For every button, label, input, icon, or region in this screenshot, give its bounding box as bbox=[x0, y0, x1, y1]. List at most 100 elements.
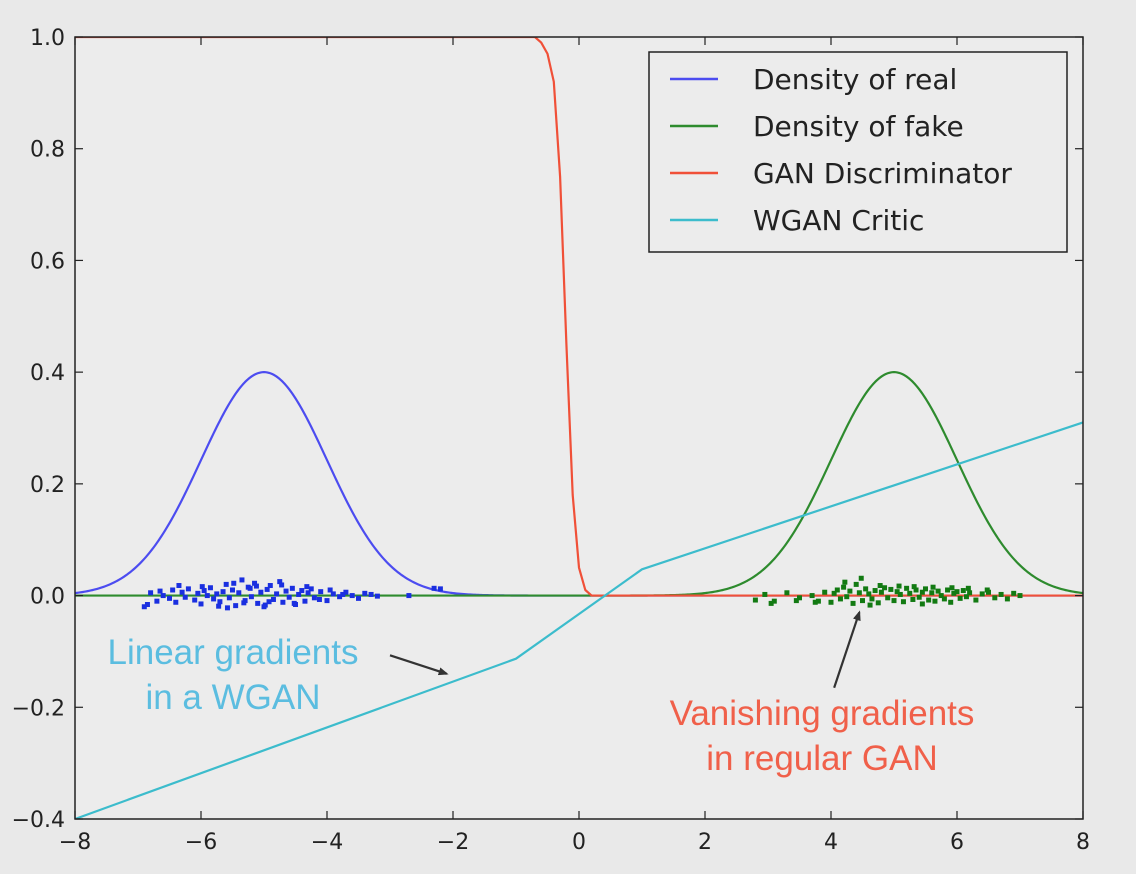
sample-point-fake-samples bbox=[897, 591, 903, 597]
sample-point-fake-samples bbox=[752, 597, 758, 603]
sample-point-real-samples bbox=[211, 596, 217, 602]
sample-point-fake-samples bbox=[957, 595, 963, 601]
sample-point-real-samples bbox=[349, 593, 355, 599]
sample-point-fake-samples bbox=[875, 600, 881, 606]
legend: Density of real Density of fake GAN Discri… bbox=[648, 51, 1068, 253]
sample-point-fake-samples bbox=[837, 596, 843, 602]
sample-point-real-samples bbox=[207, 585, 213, 591]
sample-point-fake-samples bbox=[860, 598, 865, 604]
sample-point-real-samples bbox=[226, 595, 232, 601]
sample-point-real-samples bbox=[176, 583, 182, 589]
sample-point-real-samples bbox=[239, 577, 245, 583]
sample-point-real-samples bbox=[302, 598, 308, 604]
sample-point-real-samples bbox=[406, 593, 412, 599]
sample-point-real-samples bbox=[204, 593, 210, 599]
sample-point-real-samples bbox=[233, 603, 239, 609]
sample-point-real-samples bbox=[248, 594, 254, 600]
sample-point-fake-samples bbox=[842, 579, 848, 585]
x-tick-label: 6 bbox=[950, 830, 964, 855]
legend-label: Density of fake bbox=[753, 110, 964, 143]
sample-point-fake-samples bbox=[926, 597, 932, 603]
sample-point-real-samples bbox=[343, 589, 349, 595]
sample-point-fake-samples bbox=[853, 581, 859, 587]
sample-point-real-samples bbox=[274, 591, 280, 597]
sample-point-fake-samples bbox=[938, 593, 944, 599]
sample-point-real-samples bbox=[199, 584, 205, 590]
legend-label: WGAN Critic bbox=[753, 204, 924, 237]
sample-point-fake-samples bbox=[911, 584, 917, 590]
sample-point-real-samples bbox=[217, 599, 223, 605]
sample-point-real-samples bbox=[173, 599, 179, 605]
sample-point-real-samples bbox=[374, 593, 380, 599]
sample-point-fake-samples bbox=[949, 585, 955, 591]
sample-point-real-samples bbox=[362, 590, 368, 596]
sample-point-real-samples bbox=[195, 590, 201, 596]
sample-point-fake-samples bbox=[863, 586, 869, 592]
series-layer bbox=[75, 37, 1083, 819]
sample-point-real-samples bbox=[266, 599, 272, 605]
sample-point-fake-samples bbox=[878, 589, 884, 595]
sample-point-real-samples bbox=[280, 599, 286, 605]
sample-point-real-samples bbox=[252, 580, 258, 586]
sample-point-real-samples bbox=[179, 589, 185, 595]
x-tick-label: −6 bbox=[185, 830, 217, 855]
sample-point-fake-samples bbox=[891, 598, 897, 604]
sample-point-fake-samples bbox=[869, 596, 875, 602]
sample-point-real-samples bbox=[182, 594, 188, 600]
sample-point-real-samples bbox=[277, 579, 283, 585]
sample-point-real-samples bbox=[296, 591, 302, 597]
x-tick-label: 8 bbox=[1076, 830, 1090, 855]
sample-point-real-samples bbox=[231, 580, 237, 586]
sample-point-real-samples bbox=[330, 591, 336, 597]
sample-point-real-samples bbox=[356, 595, 361, 601]
y-tick-label: 0.8 bbox=[30, 138, 65, 163]
sample-point-fake-samples bbox=[812, 599, 818, 605]
y-tick-label: 0.0 bbox=[30, 585, 65, 610]
sample-point-fake-samples bbox=[762, 591, 768, 597]
sample-point-fake-samples bbox=[894, 589, 900, 595]
sample-point-fake-samples bbox=[967, 590, 973, 596]
sample-point-fake-samples bbox=[1011, 590, 1017, 596]
sample-point-fake-samples bbox=[847, 588, 853, 594]
sample-point-fake-samples bbox=[965, 585, 971, 591]
sample-point-real-samples bbox=[223, 581, 229, 587]
series-line-wgan-critic bbox=[75, 421, 1083, 819]
series-line-density-of-fake bbox=[75, 371, 1083, 597]
sample-point-fake-samples bbox=[963, 594, 969, 600]
sample-point-fake-samples bbox=[919, 589, 925, 595]
sample-point-real-samples bbox=[220, 589, 226, 595]
sample-point-fake-samples bbox=[904, 585, 910, 591]
legend-box bbox=[648, 51, 1068, 253]
sample-point-fake-samples bbox=[941, 596, 947, 602]
sample-point-real-samples bbox=[316, 596, 322, 602]
sample-point-real-samples bbox=[258, 589, 264, 595]
sample-point-real-samples bbox=[337, 594, 343, 600]
sample-point-real-samples bbox=[289, 585, 295, 591]
sample-point-real-samples bbox=[192, 597, 198, 603]
sample-point-real-samples bbox=[368, 591, 374, 597]
sample-point-real-samples bbox=[264, 586, 270, 592]
sample-point-fake-samples bbox=[935, 588, 941, 594]
sample-point-fake-samples bbox=[954, 589, 960, 595]
y-tick-label: −0.4 bbox=[12, 808, 65, 833]
sample-point-real-samples bbox=[167, 595, 172, 601]
sample-point-fake-samples bbox=[973, 597, 979, 603]
annotation-linear-text: Linear gradients bbox=[108, 633, 359, 672]
ticks-layer: −8 −6 −4 −2 0 2 4 6 8 −0.4 −0.2 0.0 0.2 0.4 0.6 0.8 1.0 bbox=[12, 26, 1090, 855]
x-tick-label: 4 bbox=[824, 830, 838, 855]
sample-point-fake-samples bbox=[885, 595, 891, 601]
sample-point-fake-samples bbox=[992, 595, 998, 601]
sample-point-real-samples bbox=[185, 586, 191, 592]
sample-point-real-samples bbox=[255, 600, 261, 606]
y-tick-label: −0.2 bbox=[12, 696, 65, 721]
annotation-vanishing-text: in regular GAN bbox=[706, 739, 937, 778]
annotation-vanishing-arrow bbox=[833, 610, 861, 689]
sample-point-real-samples bbox=[267, 583, 273, 589]
sample-point-real-samples bbox=[324, 598, 330, 604]
y-tick-label: 0.4 bbox=[30, 361, 65, 386]
sample-point-fake-samples bbox=[831, 590, 837, 596]
sample-point-fake-samples bbox=[844, 594, 850, 600]
sample-point-real-samples bbox=[144, 602, 150, 608]
sample-point-real-samples bbox=[224, 605, 230, 611]
sample-point-fake-samples bbox=[907, 590, 913, 596]
